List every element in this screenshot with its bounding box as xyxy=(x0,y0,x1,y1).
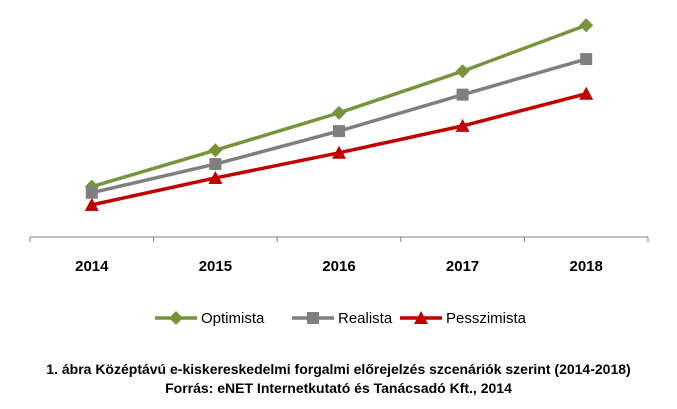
x-axis: 2014 2015 2016 2017 2018 xyxy=(29,236,649,275)
data-point-realista xyxy=(580,53,593,66)
legend-label-pesszimista: Pesszimista xyxy=(446,310,527,327)
x-tick-label: 2018 xyxy=(570,258,603,275)
figure-caption: 1. ábra Középtávú e-kiskereskedelmi forg… xyxy=(46,361,631,377)
data-point-optimista xyxy=(332,105,346,120)
legend-marker-optimista xyxy=(169,311,183,325)
data-point-optimista xyxy=(455,64,470,79)
data-point-optimista xyxy=(208,143,223,158)
data-point-realista xyxy=(85,186,98,199)
legend-label-optimista: Optimista xyxy=(201,310,265,327)
data-point-optimista xyxy=(579,18,594,33)
series-group xyxy=(84,18,594,211)
x-tick-label: 2017 xyxy=(446,258,479,275)
legend: Optimista Realista Pesszimista xyxy=(155,310,527,327)
x-tick-label: 2016 xyxy=(322,258,355,275)
data-point-pesszimista xyxy=(455,118,470,132)
data-point-pesszimista xyxy=(208,170,223,184)
data-point-realista xyxy=(456,88,469,101)
legend-label-realista: Realista xyxy=(338,310,393,327)
data-point-pesszimista xyxy=(579,86,594,100)
legend-marker-realista xyxy=(307,312,319,324)
data-point-realista xyxy=(333,125,345,138)
legend-marker-pesszimista xyxy=(414,311,428,324)
data-point-realista xyxy=(209,158,222,171)
data-point-pesszimista xyxy=(332,145,346,159)
x-tick-label: 2015 xyxy=(199,258,232,275)
figure-source: Forrás: eNET Internetkutató és Tanácsadó… xyxy=(165,380,512,396)
line-chart: 2014 2015 2016 2017 2018 Optimista Realista Pe… xyxy=(29,18,649,327)
data-point-pesszimista xyxy=(84,197,99,211)
x-tick-label: 2014 xyxy=(75,258,109,275)
